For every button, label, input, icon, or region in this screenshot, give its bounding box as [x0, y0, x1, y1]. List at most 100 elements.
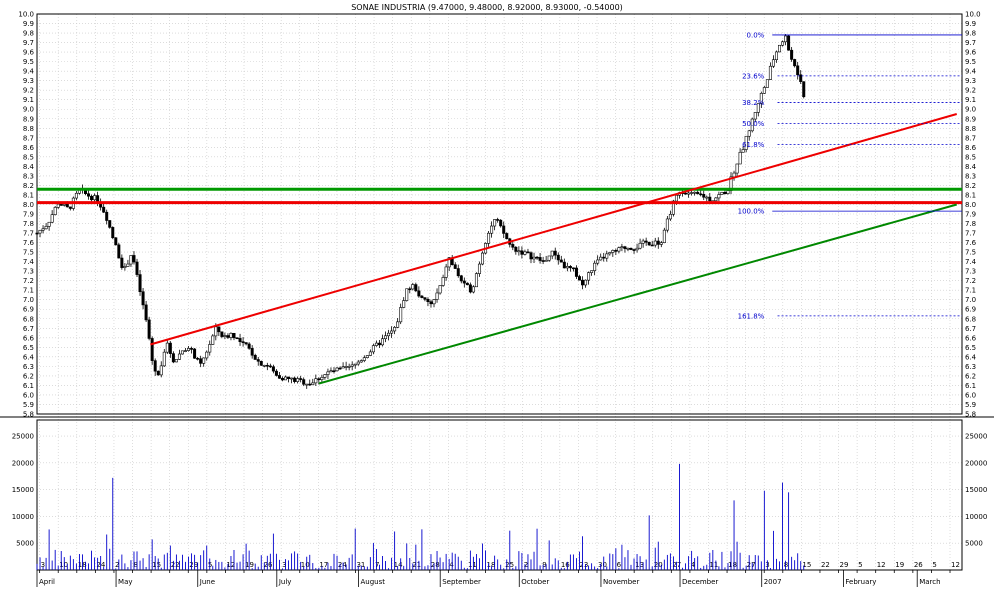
- candle-body: [587, 272, 591, 281]
- candle-body: [293, 377, 297, 382]
- price-tick-label-right: 10.0: [965, 11, 981, 19]
- date-tick-label: 12: [877, 561, 886, 569]
- price-tick-label-left: 9.2: [23, 87, 34, 95]
- price-tick-label-right: 6.8: [965, 315, 976, 323]
- candle-body: [238, 338, 242, 342]
- price-tick-label-left: 8.3: [23, 172, 34, 180]
- month-label: June: [199, 578, 215, 586]
- candle-body: [241, 341, 245, 343]
- candle-body: [311, 382, 315, 386]
- price-tick-label-left: 8.9: [23, 115, 34, 123]
- candle-body: [396, 321, 400, 328]
- candle-body: [247, 343, 251, 349]
- candle-body: [599, 256, 603, 261]
- candle-body: [90, 195, 94, 201]
- candle-body: [162, 351, 166, 367]
- candle-body: [553, 250, 557, 256]
- candle-body: [314, 378, 318, 384]
- candle-body: [632, 249, 636, 251]
- month-label: December: [682, 578, 718, 586]
- price-tick-label-left: 7.8: [23, 220, 34, 228]
- month-label: February: [845, 578, 876, 586]
- month-label: May: [118, 578, 132, 586]
- candle-body: [796, 65, 800, 76]
- candle-body: [65, 203, 69, 208]
- volume-tick-label-right: 15000: [965, 486, 987, 494]
- price-tick-label-right: 6.4: [965, 353, 977, 361]
- price-tick-label-left: 8.0: [23, 201, 34, 209]
- price-tick-label-right: 8.6: [965, 144, 977, 152]
- candle-body: [296, 378, 300, 382]
- candle-body: [123, 266, 127, 268]
- candle-body: [96, 195, 100, 203]
- candle-body: [502, 225, 506, 234]
- date-tick-label: 6: [617, 561, 622, 569]
- price-tick-label-right: 8.0: [965, 201, 976, 209]
- date-tick-label: 24: [96, 561, 105, 569]
- candle-body: [465, 282, 469, 286]
- volume-tick-label-left: 15000: [12, 486, 34, 494]
- date-tick-label: 4: [691, 561, 696, 569]
- price-tick-label-right: 9.1: [965, 96, 976, 104]
- date-tick-label: 22: [821, 561, 830, 569]
- candle-body: [335, 367, 339, 372]
- price-tick-label-right: 6.1: [965, 382, 976, 390]
- date-tick-label: 18: [487, 561, 496, 569]
- date-tick-label: 10: [59, 561, 68, 569]
- candle-body: [456, 268, 460, 277]
- fibonacci-label: 50.0%: [742, 120, 765, 128]
- candle-body: [496, 219, 500, 221]
- candle-body: [150, 338, 154, 361]
- candle-body: [302, 379, 306, 385]
- candle-body: [111, 227, 115, 239]
- candle-body: [190, 348, 194, 350]
- candle-body: [784, 35, 788, 43]
- candle-body: [229, 332, 233, 338]
- candle-body: [608, 252, 612, 255]
- price-tick-label-left: 8.6: [23, 144, 35, 152]
- candle-body: [174, 359, 178, 363]
- price-tick-label-left: 8.8: [23, 125, 34, 133]
- candle-body: [193, 348, 197, 359]
- candle-body: [674, 194, 678, 202]
- fibonacci-label: 161.8%: [738, 312, 765, 320]
- price-tick-label-left: 7.2: [23, 277, 34, 285]
- candle-body: [38, 229, 42, 234]
- candle-body: [180, 350, 184, 355]
- candle-body: [514, 246, 518, 252]
- candle-body: [387, 332, 391, 337]
- price-tick-label-left: 9.8: [23, 30, 34, 38]
- candle-body: [53, 207, 57, 215]
- candle-body: [708, 196, 712, 202]
- candle-body: [362, 357, 366, 361]
- date-tick-label: 8: [784, 561, 788, 569]
- price-tick-label-left: 9.3: [23, 77, 34, 85]
- candle-body: [217, 326, 221, 333]
- candle-body: [308, 383, 312, 386]
- candle-body: [753, 112, 757, 120]
- candle-body: [120, 257, 124, 268]
- price-tick-label-right: 8.5: [965, 153, 976, 161]
- candle-body: [481, 252, 485, 265]
- month-label: August: [361, 578, 386, 586]
- price-tick-label-left: 6.0: [23, 391, 34, 399]
- candle-body: [35, 232, 39, 235]
- price-tick-label-right: 9.0: [965, 106, 976, 114]
- candle-body: [550, 250, 554, 257]
- candle-body: [459, 275, 463, 282]
- candle-body: [511, 244, 515, 248]
- price-tick-label-left: 7.4: [23, 258, 35, 266]
- candle-body: [432, 299, 436, 305]
- price-tick-label-right: 7.8: [965, 220, 976, 228]
- candle-body: [593, 262, 597, 271]
- candle-body: [377, 342, 381, 346]
- candle-body: [153, 360, 157, 372]
- candle-body: [290, 377, 294, 380]
- price-tick-label-left: 10.0: [18, 11, 34, 19]
- candle-body: [277, 375, 281, 379]
- candle-body: [447, 257, 451, 268]
- candle-body: [571, 267, 575, 270]
- candle-body: [326, 371, 330, 375]
- price-tick-label-right: 9.5: [965, 58, 976, 66]
- candle-body: [762, 87, 766, 94]
